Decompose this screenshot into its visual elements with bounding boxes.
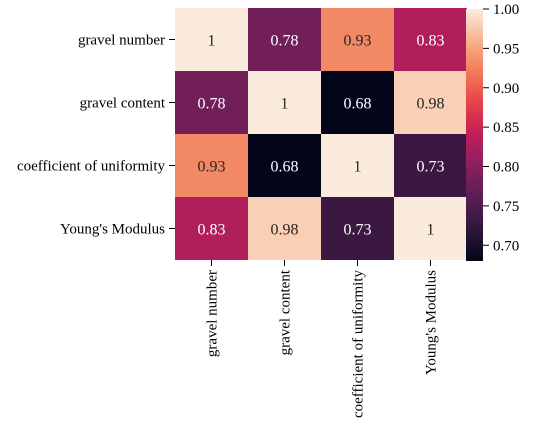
heatmap-cell — [394, 134, 467, 197]
heatmap-cells — [175, 8, 467, 260]
colorbar-ticks: 0.70 0.75 0.80 0.85 0.90 0.95 1.00 — [483, 2, 519, 254]
colorbar-tick-label: 0.85 — [493, 120, 519, 136]
heatmap-cell — [394, 71, 467, 134]
cell-value-label: 0.68 — [344, 96, 372, 113]
row-axis: gravel number gravel content coefficient o… — [17, 33, 175, 238]
heatmap-cell — [394, 197, 467, 260]
cell-value-label: 0.68 — [271, 159, 299, 176]
column-tick-label: gravel number — [205, 270, 221, 357]
cell-value-label: 1 — [354, 159, 362, 176]
colorbar-tick-label: 1.00 — [493, 2, 519, 18]
cell-value-label: 0.73 — [417, 159, 445, 176]
row-tick-label: gravel content — [80, 96, 166, 112]
heatmap-cell — [175, 134, 248, 197]
row-tick-label: Young's Modulus — [60, 222, 165, 238]
cell-value-label: 0.83 — [417, 33, 445, 50]
column-tick-label: coefficient of uniformity — [351, 270, 367, 419]
column-tick-label: gravel content — [278, 269, 294, 355]
heatmap-cell — [248, 134, 321, 197]
cell-value-label: 1 — [208, 33, 216, 50]
heatmap-cell — [248, 71, 321, 134]
heatmap-cell — [175, 197, 248, 260]
cell-value-label: 0.78 — [271, 33, 299, 50]
heatmap-cell-labels: 1 0.78 0.93 0.83 0.78 1 0.68 0.98 0.93 0.68 1 0.73 0… — [198, 33, 445, 239]
colorbar-tick-label: 0.80 — [493, 160, 519, 176]
heatmap-cell — [175, 8, 248, 71]
cell-value-label: 1 — [281, 96, 289, 113]
colorbar-tick-label: 0.90 — [493, 81, 519, 97]
row-tick-label: gravel number — [78, 33, 165, 49]
heatmap-cell — [321, 134, 394, 197]
colorbar: 0.70 0.75 0.80 0.85 0.90 0.95 1.00 — [466, 2, 519, 261]
column-tick-label: Young's Modulus — [424, 270, 440, 375]
colorbar-tick-label: 0.75 — [493, 199, 519, 215]
cell-value-label: 0.73 — [344, 222, 372, 239]
colorbar-gradient — [466, 9, 483, 261]
cell-value-label: 0.98 — [271, 222, 299, 239]
column-axis: gravel number gravel content coefficient o… — [205, 260, 440, 418]
heatmap-cell — [321, 8, 394, 71]
heatmap-cell — [248, 197, 321, 260]
colorbar-tick-label: 0.95 — [493, 41, 519, 57]
heatmap-cell — [175, 71, 248, 134]
cell-value-label: 0.93 — [198, 159, 226, 176]
heatmap-cell — [321, 71, 394, 134]
row-tick-label: coefficient of uniformity — [17, 159, 166, 175]
cell-value-label: 0.93 — [344, 33, 372, 50]
cell-value-label: 1 — [427, 222, 435, 239]
colorbar-tick-label: 0.70 — [493, 238, 519, 254]
heatmap-cell — [248, 8, 321, 71]
cell-value-label: 0.78 — [198, 96, 226, 113]
heatmap-cell — [321, 197, 394, 260]
cell-value-label: 0.83 — [198, 222, 226, 239]
heatmap-cell — [394, 8, 467, 71]
cell-value-label: 0.98 — [417, 96, 445, 113]
